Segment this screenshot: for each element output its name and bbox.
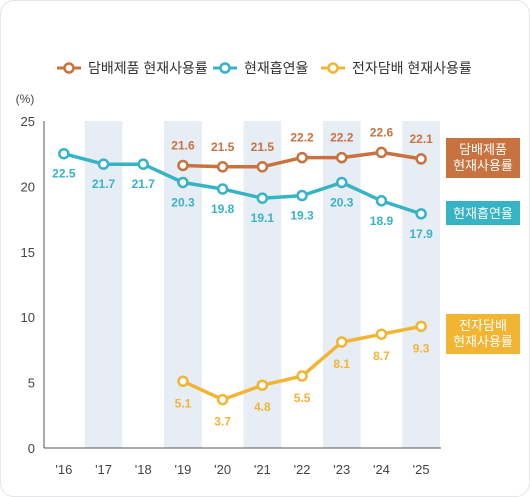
data-label: 5.5 bbox=[294, 391, 311, 405]
data-point bbox=[415, 320, 427, 333]
data-point bbox=[336, 176, 348, 189]
series-line-1 bbox=[63, 152, 422, 216]
data-label: 3.7 bbox=[214, 415, 231, 429]
data-point bbox=[256, 161, 269, 173]
data-point bbox=[296, 151, 308, 164]
legend-label: 전자담배 현재사용률 bbox=[352, 60, 472, 76]
data-point bbox=[216, 393, 229, 406]
data-label: 22.6 bbox=[370, 125, 394, 139]
data-label: 18.9 bbox=[370, 214, 394, 228]
data-point bbox=[375, 146, 388, 159]
data-labels: 21.6 21.5 21.5 22.2 22.2 22.6 22.1 22.5 21.7 21.7… bbox=[52, 125, 433, 428]
legend-marker bbox=[63, 62, 75, 74]
data-label: 21.6 bbox=[171, 138, 195, 152]
data-label: 19.3 bbox=[290, 209, 314, 223]
x-tick-label: '24 bbox=[373, 462, 390, 477]
series-points bbox=[58, 146, 427, 406]
data-label: 20.3 bbox=[330, 195, 354, 209]
side-label-box bbox=[446, 201, 520, 225]
data-point bbox=[256, 379, 269, 391]
x-tick-label: '16 bbox=[55, 462, 72, 477]
alternating-bands bbox=[84, 121, 440, 448]
data-point bbox=[296, 370, 308, 382]
data-point bbox=[97, 158, 110, 170]
data-point bbox=[216, 183, 229, 195]
y-tick-label: 10 bbox=[21, 310, 35, 325]
x-tick-label: '20 bbox=[214, 462, 231, 477]
legend-marker bbox=[219, 62, 231, 74]
data-point bbox=[256, 192, 269, 204]
data-point bbox=[415, 208, 427, 220]
x-tick-label: '18 bbox=[135, 462, 152, 477]
data-label: 5.1 bbox=[175, 396, 192, 410]
band-5 bbox=[243, 121, 282, 448]
x-tick-label: '21 bbox=[254, 462, 271, 477]
data-label: 4.8 bbox=[254, 400, 271, 414]
data-label: 19.1 bbox=[251, 211, 275, 225]
y-tick-label: 25 bbox=[21, 114, 35, 129]
legend-label: 현재흡연율 bbox=[244, 60, 309, 76]
y-tick-label: 20 bbox=[21, 179, 35, 194]
data-point bbox=[336, 336, 348, 348]
side-label-text: 전자담배 bbox=[459, 318, 507, 333]
legend: 담배제품 현재사용률 현재흡연율 전자담배 현재사용률 bbox=[57, 60, 472, 76]
side-label-box bbox=[446, 138, 520, 178]
data-label: 8.1 bbox=[333, 357, 350, 371]
side-label-text: 현재사용률 bbox=[453, 334, 513, 349]
data-label: 21.7 bbox=[92, 177, 116, 191]
x-tick-label: '17 bbox=[95, 462, 112, 477]
x-tick-label: '25 bbox=[413, 462, 430, 477]
data-label: 20.3 bbox=[171, 195, 195, 209]
data-label: 21.7 bbox=[132, 177, 156, 191]
y-unit-label: (%) bbox=[16, 92, 35, 106]
band-7 bbox=[322, 121, 361, 448]
side-label-text: 현재사용률 bbox=[453, 158, 513, 173]
side-label-box bbox=[446, 314, 520, 354]
x-tick-label: '23 bbox=[333, 462, 350, 477]
data-label: 22.2 bbox=[330, 131, 354, 145]
data-label: 22.1 bbox=[409, 132, 433, 146]
x-tick-label: '19 bbox=[174, 462, 191, 477]
legend-marker bbox=[327, 62, 339, 74]
data-point bbox=[336, 151, 348, 164]
data-point bbox=[375, 328, 388, 340]
legend-label: 담배제품 현재사용률 bbox=[88, 60, 208, 76]
y-tick-label: 5 bbox=[28, 376, 35, 391]
axes: 0 5 10 15 20 25 (%) '16 '17 '18 '19 '20 '21 '22 '23 '24… bbox=[16, 92, 441, 477]
data-label: 21.5 bbox=[211, 140, 235, 154]
side-label-text: 현재흡연율 bbox=[453, 206, 513, 221]
data-label: 21.5 bbox=[251, 140, 275, 154]
data-point bbox=[415, 153, 427, 165]
data-label: 22.5 bbox=[52, 167, 76, 181]
data-point bbox=[177, 176, 189, 189]
data-point bbox=[296, 189, 308, 202]
data-label: 9.3 bbox=[413, 341, 430, 355]
data-point bbox=[177, 375, 189, 388]
data-point bbox=[216, 161, 229, 173]
y-tick-label: 15 bbox=[21, 245, 35, 260]
data-point bbox=[58, 147, 70, 160]
band-9 bbox=[402, 121, 440, 448]
y-tick-label: 0 bbox=[28, 441, 35, 456]
data-label: 19.8 bbox=[211, 202, 235, 216]
x-tick-label: '22 bbox=[294, 462, 311, 477]
data-point bbox=[375, 195, 388, 207]
side-label-text: 담배제품 bbox=[459, 142, 507, 157]
data-label: 17.9 bbox=[409, 227, 433, 241]
data-label: 22.2 bbox=[290, 131, 314, 145]
data-point bbox=[137, 158, 149, 170]
data-label: 8.7 bbox=[373, 349, 390, 363]
data-point bbox=[177, 159, 189, 172]
band-1 bbox=[84, 121, 123, 448]
